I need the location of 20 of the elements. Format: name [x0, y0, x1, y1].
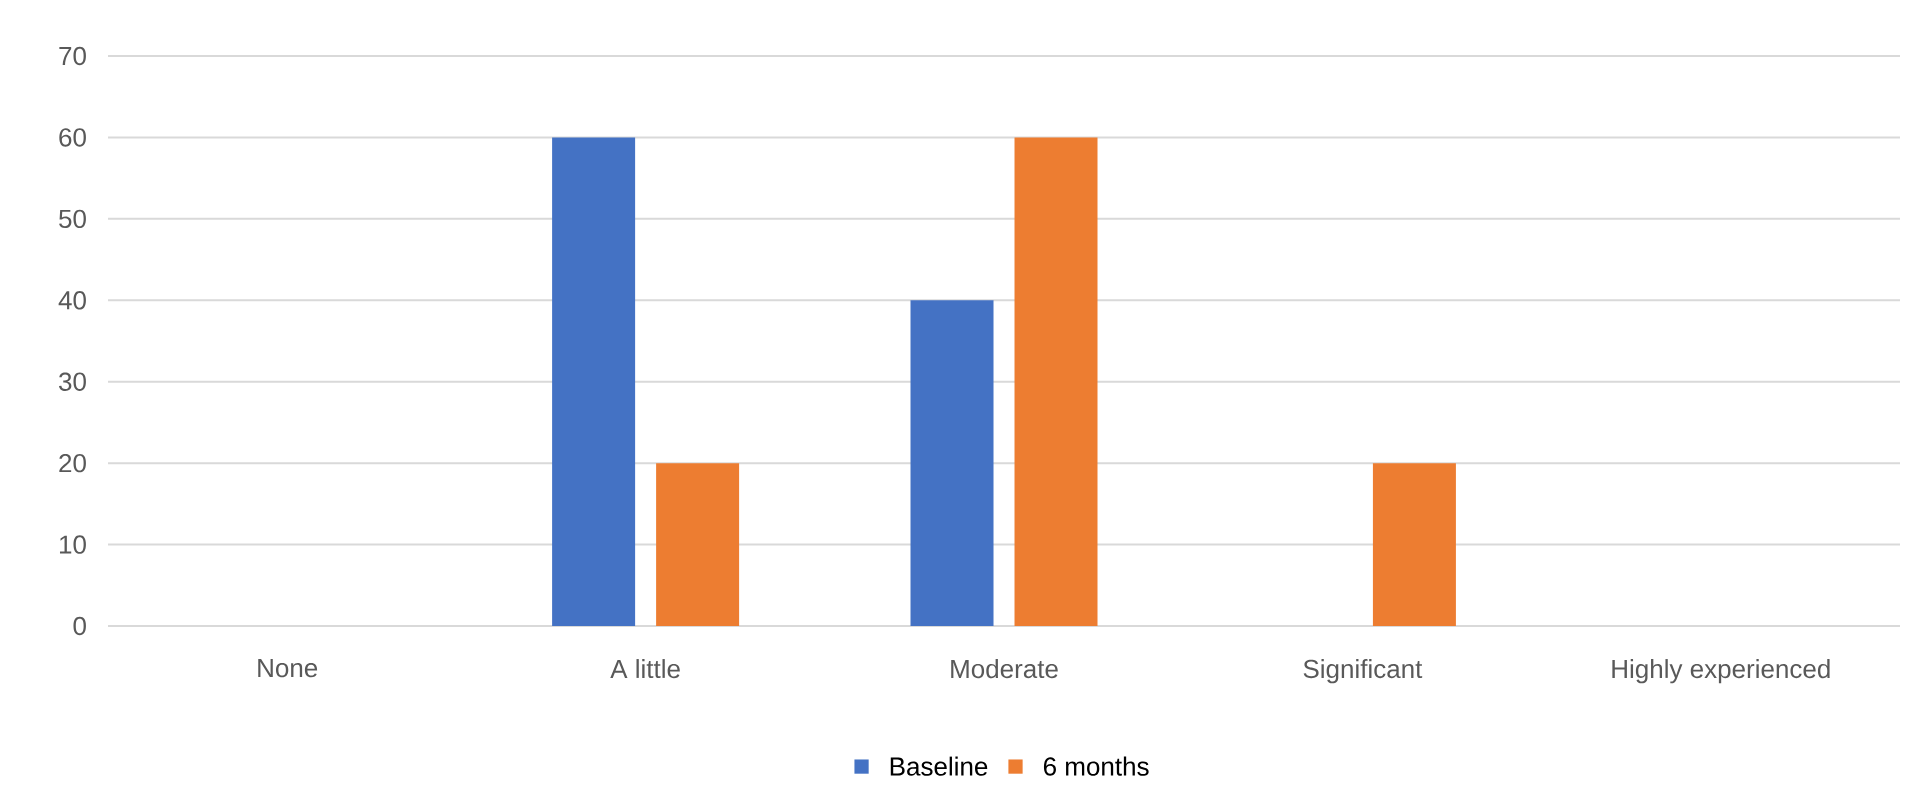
bar: [1014, 137, 1098, 626]
legend-label: Baseline: [890, 756, 988, 776]
y-tick-label: 0: [73, 616, 86, 636]
bar: [552, 137, 636, 626]
x-tick-label: A little: [610, 659, 680, 679]
y-tick-label: 20: [59, 453, 86, 473]
y-tick-label: 40: [58, 291, 86, 310]
y-tick-label: 60: [59, 128, 86, 147]
y-tick-label: 50: [59, 209, 86, 229]
x-tick-label: Highly experienced: [1612, 659, 1830, 684]
bar: [1372, 463, 1456, 626]
x-tick-label: None: [258, 659, 318, 678]
x-tick-label: Moderate: [951, 659, 1058, 679]
x-tick-label: Significant: [1303, 659, 1423, 684]
y-tick-label: 30: [59, 372, 86, 391]
bar: [656, 463, 740, 626]
legend-label: 6 months: [1043, 756, 1149, 776]
y-tick-label: 10: [59, 535, 86, 554]
bar: [910, 300, 994, 626]
y-tick-label: 70: [59, 46, 86, 66]
